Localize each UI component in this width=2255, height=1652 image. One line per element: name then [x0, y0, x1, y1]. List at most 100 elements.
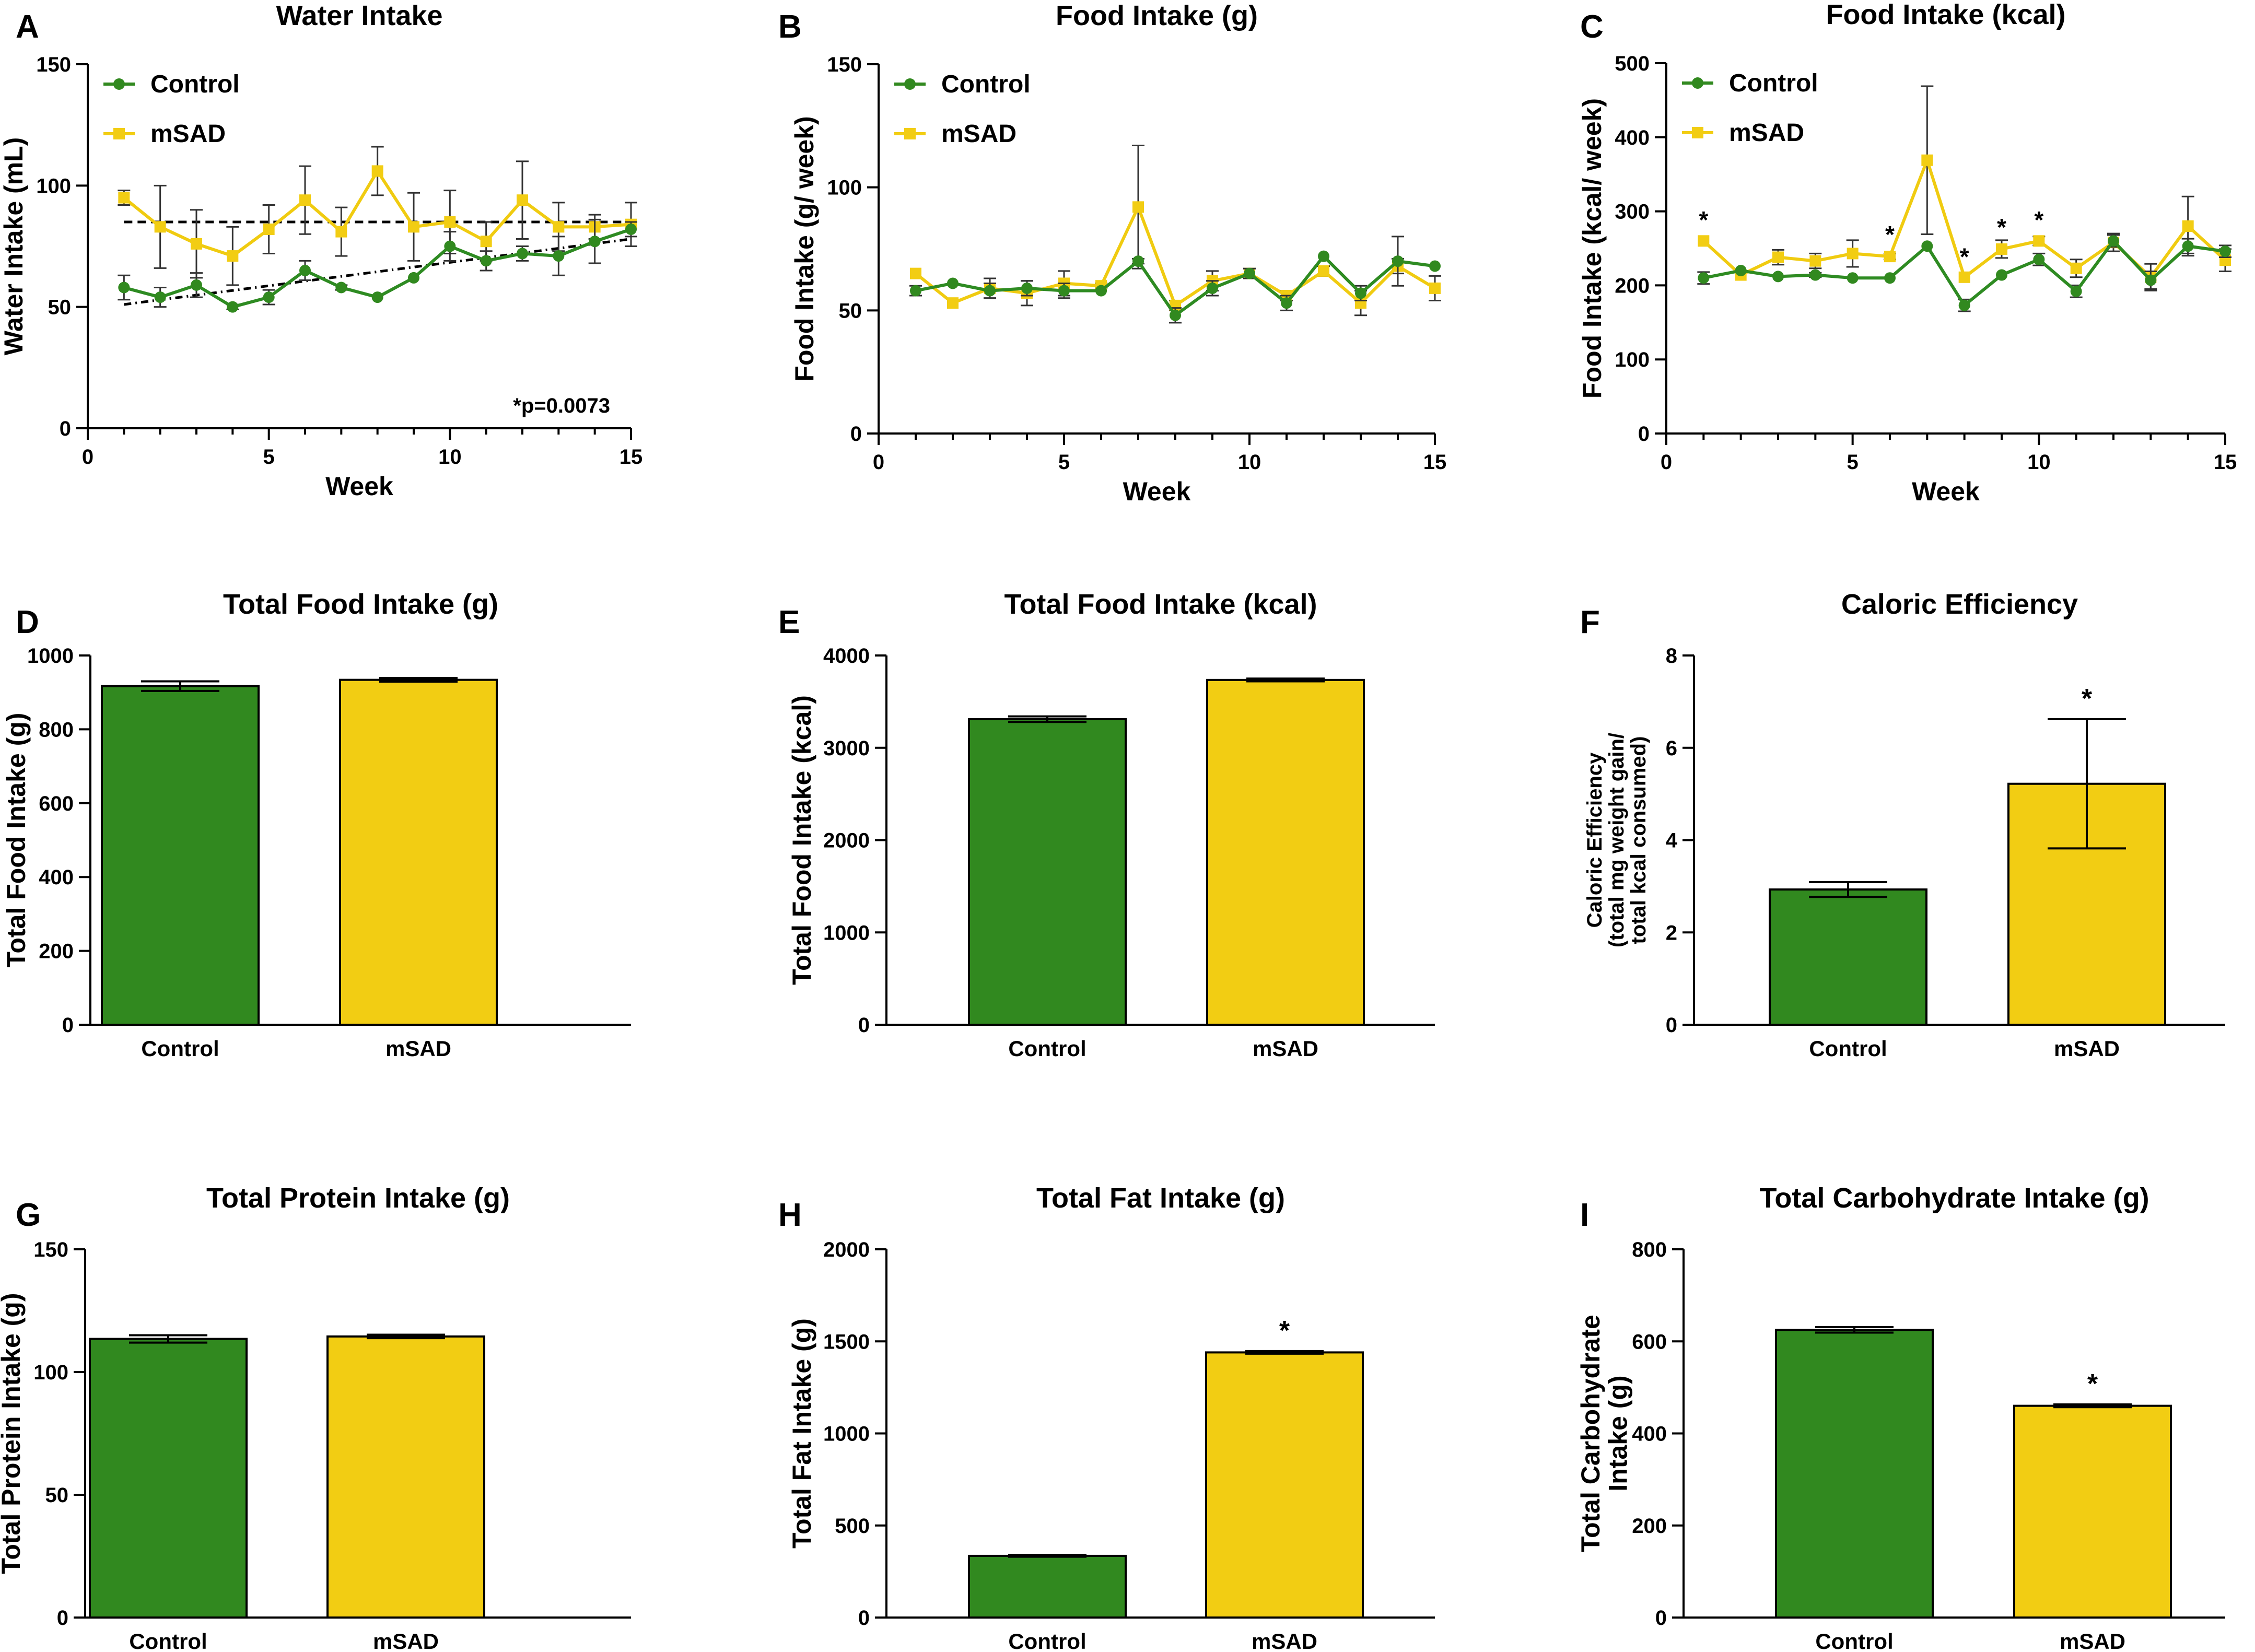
x-tick-label: 0 — [82, 446, 94, 468]
significance-asterisk: * — [2034, 206, 2043, 233]
data-point — [1207, 282, 1218, 294]
data-point — [263, 223, 275, 235]
panel-letter: E — [778, 604, 800, 640]
y-tick-label: 100 — [1615, 348, 1650, 371]
data-point — [191, 238, 202, 250]
data-point — [408, 272, 419, 284]
panel-d: D Total Food Intake (g) 0 200 400 600 800 1000 T… — [2, 589, 631, 1061]
y-tick-label: 800 — [39, 718, 74, 741]
chart-title: Total Fat Intake (g) — [1036, 1182, 1285, 1214]
data-point — [118, 282, 130, 294]
y-tick-label: 0 — [858, 1014, 870, 1037]
data-point — [2033, 235, 2045, 247]
data-point — [371, 165, 383, 177]
y-axis-label: total kcal consumed) — [1627, 736, 1650, 944]
legend-marker — [113, 78, 125, 90]
panel-letter: I — [1580, 1197, 1589, 1233]
data-point — [1735, 265, 1747, 277]
data-point — [480, 255, 492, 267]
y-tick-label: 400 — [39, 866, 74, 889]
y-axis-label: Food Intake (g/ week) — [790, 116, 819, 381]
data-point — [2219, 245, 2231, 257]
p-value-annotation: *p=0.0073 — [513, 394, 610, 417]
panel-letter: D — [16, 604, 39, 640]
data-point — [1698, 272, 1710, 284]
panel-h: H Total Fat Intake (g) 0 500 1000 1500 2000 Tot… — [778, 1182, 1435, 1652]
legend-label: Control — [150, 71, 240, 98]
x-tick-label: 5 — [1847, 451, 1859, 474]
data-point — [1958, 271, 1970, 283]
panel-letter: F — [1580, 604, 1600, 640]
x-axis-label: Week — [325, 472, 393, 501]
data-point — [553, 250, 565, 262]
data-point — [299, 264, 311, 276]
y-tick-label: 50 — [48, 296, 72, 319]
legend-marker — [1692, 77, 1703, 89]
panel-letter: B — [778, 9, 802, 45]
data-point — [553, 221, 565, 233]
y-tick-label: 500 — [835, 1515, 870, 1538]
data-point — [1884, 251, 1896, 263]
y-tick-label: 2000 — [823, 1238, 870, 1261]
y-tick-label: 300 — [1615, 201, 1650, 224]
data-point — [1281, 297, 1292, 309]
y-tick-label: 200 — [1632, 1515, 1667, 1538]
y-tick-label: 150 — [33, 1238, 68, 1261]
x-category-label: mSAD — [1252, 1629, 1317, 1652]
data-point — [947, 297, 959, 309]
data-point — [984, 285, 996, 297]
y-tick-label: 600 — [39, 792, 74, 815]
y-axis-label: Intake (g) — [1603, 1375, 1632, 1491]
legend-marker — [904, 78, 916, 90]
legend: Control mSAD — [894, 71, 1031, 148]
chart-title: Total Protein Intake (g) — [206, 1182, 510, 1214]
x-axis-label: Week — [1123, 477, 1191, 506]
data-point — [227, 250, 239, 262]
data-point — [1772, 251, 1784, 263]
y-tick-label: 1000 — [823, 921, 870, 944]
y-tick-label: 200 — [1615, 274, 1650, 297]
data-point — [1132, 201, 1144, 213]
panel-letter: A — [16, 9, 39, 45]
data-point — [444, 240, 456, 252]
data-point — [154, 221, 166, 233]
panel-letter: C — [1580, 9, 1604, 45]
data-point — [371, 291, 383, 303]
data-point — [1318, 265, 1329, 277]
panel-f: F Caloric Efficiency 0 2 4 6 8 Caloric Efficien… — [1580, 589, 2225, 1061]
chart-title: Water Intake — [276, 0, 442, 31]
x-category-label: Control — [1008, 1629, 1086, 1652]
data-point — [1996, 269, 2007, 281]
x-category-label: Control — [1008, 1036, 1086, 1061]
y-tick-label: 0 — [1666, 1014, 1677, 1037]
series-control — [118, 218, 637, 313]
data-point — [910, 285, 921, 297]
data-point — [1921, 154, 1933, 166]
data-point — [1996, 243, 2007, 255]
chart-title: Food Intake (g) — [1056, 0, 1258, 31]
x-tick-label: 15 — [1423, 451, 1447, 474]
bar-msad — [1206, 678, 1365, 1026]
data-point — [191, 279, 202, 291]
y-tick-label: 1500 — [823, 1330, 870, 1353]
x-tick-label: 10 — [2027, 451, 2051, 474]
data-point — [1429, 282, 1441, 294]
data-point — [480, 236, 492, 248]
data-point — [2033, 253, 2045, 265]
panel-letter: H — [778, 1197, 802, 1233]
data-point — [947, 277, 959, 289]
y-tick-label: 2 — [1666, 921, 1677, 944]
data-point — [589, 236, 601, 248]
panel-a: A Water Intake 0 50 100 150 Water Intake (mL) 0… — [0, 0, 642, 501]
y-tick-label: 1000 — [823, 1423, 870, 1446]
data-point — [1095, 285, 1107, 297]
x-category-label: mSAD — [2054, 1036, 2120, 1061]
data-point — [517, 194, 528, 206]
y-axis-label: (total mg weight gain/ — [1605, 733, 1628, 947]
data-point — [1809, 255, 1821, 267]
legend: Control mSAD — [103, 71, 240, 148]
data-point — [1847, 272, 1859, 284]
data-point — [335, 282, 347, 294]
data-point — [227, 301, 239, 313]
